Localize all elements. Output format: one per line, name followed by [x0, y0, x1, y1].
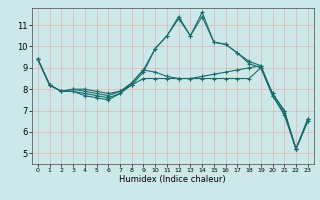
- X-axis label: Humidex (Indice chaleur): Humidex (Indice chaleur): [119, 175, 226, 184]
